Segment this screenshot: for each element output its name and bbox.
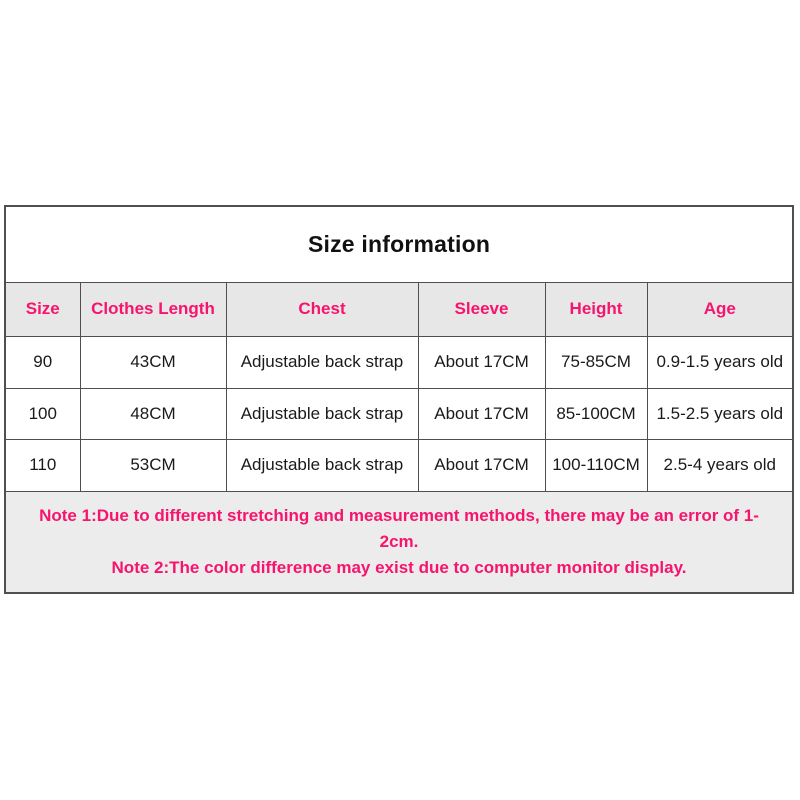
notes-section: Note 1:Due to different stretching and m… — [4, 490, 794, 594]
column-header-chest: Chest — [225, 281, 419, 337]
cell-size: 110 — [4, 438, 81, 492]
page-title: Size information — [4, 205, 794, 283]
table-row-size-100: 100 48CM Adjustable back strap About 17C… — [4, 387, 794, 440]
column-header-size: Size — [4, 281, 81, 337]
table-row-size-90: 90 43CM Adjustable back strap About 17CM… — [4, 335, 794, 389]
table-row-size-110: 110 53CM Adjustable back strap About 17C… — [4, 438, 794, 492]
cell-size: 100 — [4, 387, 81, 440]
cell-sleeve: About 17CM — [417, 387, 546, 440]
cell-sleeve: About 17CM — [417, 335, 546, 389]
note-1-line-2: 2cm. — [379, 531, 419, 551]
column-header-clothes-length: Clothes Length — [79, 281, 227, 337]
cell-age: 2.5-4 years old — [646, 438, 794, 492]
size-table: Size information Size Clothes Length Che… — [4, 205, 795, 594]
notes-row: Note 1:Due to different stretching and m… — [4, 490, 794, 594]
note-2-line-1: Note 2:The color difference may exist du… — [111, 557, 687, 577]
cell-age: 0.9-1.5 years old — [646, 335, 794, 389]
cell-height: 85-100CM — [544, 387, 648, 440]
cell-chest: Adjustable back strap — [225, 387, 419, 440]
note-1-line-1: Note 1:Due to different stretching and m… — [39, 505, 759, 525]
cell-height: 75-85CM — [544, 335, 648, 389]
column-header-age: Age — [646, 281, 794, 337]
cell-age: 1.5-2.5 years old — [646, 387, 794, 440]
cell-chest: Adjustable back strap — [225, 438, 419, 492]
cell-clothes-length: 43CM — [79, 335, 227, 389]
cell-chest: Adjustable back strap — [225, 335, 419, 389]
cell-height: 100-110CM — [544, 438, 648, 492]
cell-clothes-length: 48CM — [79, 387, 227, 440]
cell-size: 90 — [4, 335, 81, 389]
column-header-height: Height — [544, 281, 648, 337]
column-header-sleeve: Sleeve — [417, 281, 546, 337]
cell-sleeve: About 17CM — [417, 438, 546, 492]
table-header-row: Size Clothes Length Chest Sleeve Height … — [4, 281, 794, 337]
title-row: Size information — [4, 205, 794, 283]
cell-clothes-length: 53CM — [79, 438, 227, 492]
